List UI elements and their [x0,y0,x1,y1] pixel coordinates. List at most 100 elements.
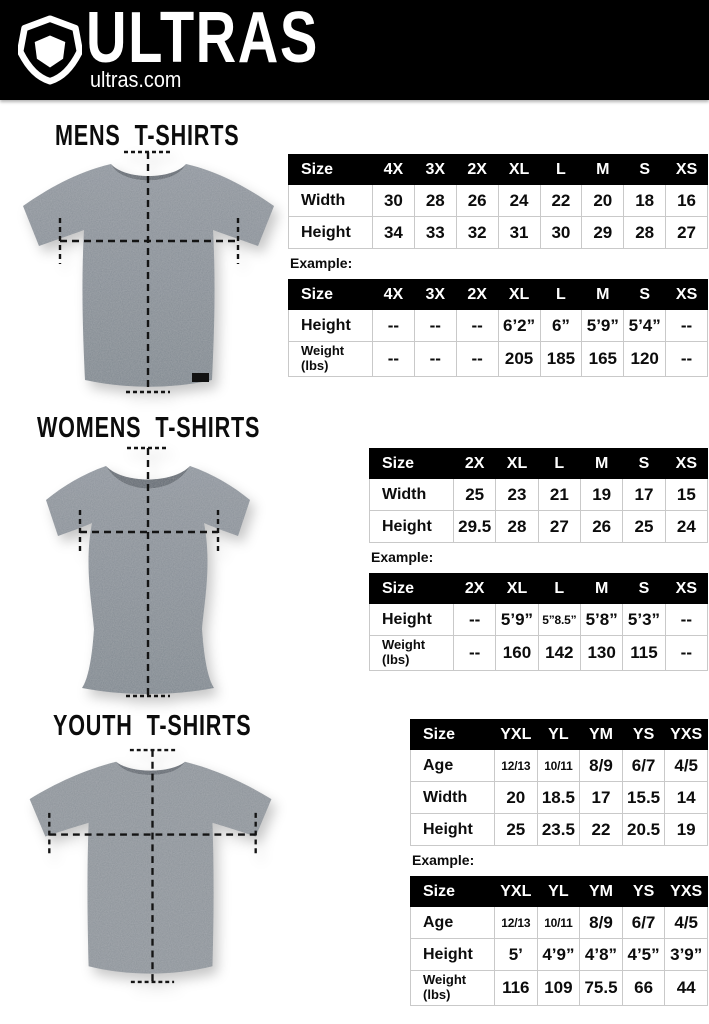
cell-value: 17 [579,781,623,814]
cell-value: 116 [494,970,538,1006]
cell-value: 5’ [494,938,538,971]
cell-value: 3’9” [664,938,708,971]
cell-value: 15.5 [621,781,666,814]
cell-value: 24 [497,184,541,217]
size-column-header: 2X [455,279,499,310]
row-label: Weight (lbs) [369,635,454,671]
example-label-youth: Example: [412,852,475,868]
cell-value: -- [452,603,497,636]
cell-value: 205 [497,341,541,377]
cell-value: 16 [665,184,708,217]
cell-value: 30 [372,184,415,217]
section-title-mens: MENS T-SHIRTS [55,120,240,152]
cell-value: 142 [537,635,581,671]
row-label: Weight (lbs) [410,970,495,1006]
cell-value: -- [665,341,708,377]
size-column-header: XS [664,573,709,604]
size-column-header: 4X [372,154,415,185]
row-label: Age [410,906,495,939]
cell-value: 6” [539,309,583,342]
cell-value: 21 [537,478,581,511]
cell-value: 28 [413,184,457,217]
table-row: Width 30 28 26 24 22 20 18 16 [288,184,708,217]
size-column-header: XL [497,154,541,185]
youth-example-table: Size YXL YL YM YS YXS Age 12/13 10/11 8/9 6/7 4/5 He… [410,876,708,1006]
cell-value: 12/13 [494,749,538,782]
table-row: Height 29.5 28 27 26 25 24 [369,510,709,543]
cell-value: 18.5 [536,781,581,814]
cell-value: 5’8” [579,603,624,636]
section-title-youth: YOUTH T-SHIRTS [53,710,252,742]
cell-value: 34 [372,216,415,249]
cell-value: -- [372,309,415,342]
row-label: Width [410,781,495,814]
cell-value: 4’8” [579,938,623,971]
womens-size-table: Size 2X XL L M S XS Width 25 23 21 19 17 15 Height 29.5… [369,448,709,543]
cell-value: 25 [494,813,538,846]
table-row: Height 25 23.5 22 20.5 19 [410,813,708,846]
cell-value: -- [664,635,709,671]
table-row: Height 5’ 4’9” 4’8” 4’5” 3’9” [410,938,708,971]
table-row: Weight (lbs) 116 109 75.5 66 44 [410,970,708,1006]
row-label: Width [288,184,373,217]
size-column-header: 2X [452,573,497,604]
size-column-header: S [623,154,667,185]
row-label: Age [410,749,495,782]
row-label: Height [288,216,373,249]
size-column-header: 3X [413,279,457,310]
size-column-header: L [539,154,583,185]
cell-value: 4’5” [621,938,666,971]
size-column-header: XS [665,154,708,185]
cell-value: 17 [622,478,666,511]
cell-value: 8/9 [579,906,623,939]
cell-value: -- [413,341,457,377]
cell-value: 109 [536,970,581,1006]
size-column-header: S [623,279,667,310]
row-label-header: Size [288,154,373,185]
size-column-header: YM [579,876,623,907]
size-column-header: 2X [452,448,497,479]
cell-value: 120 [623,341,667,377]
size-column-header: S [622,573,666,604]
measurement-lines [48,748,257,984]
size-column-header: 2X [455,154,499,185]
cell-value: 5’4” [623,309,667,342]
size-column-header: 4X [372,279,415,310]
cell-value: 25 [622,510,666,543]
cell-value: 160 [495,635,539,671]
cell-value: 22 [539,184,583,217]
cell-value: 27 [537,510,581,543]
mens-example-table: Size 4X 3X 2X XL L M S XS Height -- -- -- 6’2” 6” 5’9” 5… [288,279,708,377]
cell-value: 33 [413,216,457,249]
row-label: Width [369,478,454,511]
cell-value: 130 [579,635,624,671]
size-column-header: L [539,279,583,310]
size-column-header: XS [665,279,708,310]
cell-value: 8/9 [579,749,623,782]
cell-value: 19 [579,478,624,511]
header-banner: ULTRAS ultras.com [0,0,709,100]
size-column-header: YL [536,876,581,907]
size-column-header: YXL [494,719,538,750]
cell-value: 5’3” [622,603,666,636]
size-column-header: M [579,448,624,479]
table-row: Height 34 33 32 31 30 29 28 27 [288,216,708,249]
cell-value: 30 [539,216,583,249]
row-label: Height [369,510,454,543]
size-column-header: XS [664,448,709,479]
cell-value: 23 [495,478,539,511]
cell-value: 29 [581,216,625,249]
size-column-header: YXL [494,876,538,907]
mens-size-table: Size 4X 3X 2X XL L M S XS Width 30 28 26 24 22 20 18 16 He… [288,154,708,249]
mens-tshirt-image [23,150,274,394]
cell-value: 20.5 [621,813,666,846]
table-row: Height -- -- -- 6’2” 6” 5’9” 5’4” -- [288,309,708,342]
size-column-header: YM [579,719,623,750]
cell-value: 6/7 [621,906,666,939]
cell-value: 26 [455,184,499,217]
hem-tag [192,373,209,382]
row-label-header: Size [288,279,373,310]
cell-value: 75.5 [579,970,623,1006]
cell-value: 26 [579,510,624,543]
